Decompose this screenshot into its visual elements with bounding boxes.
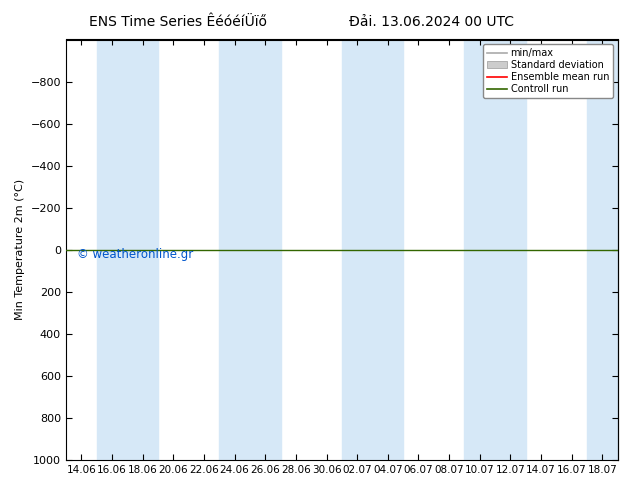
Bar bbox=[587, 40, 618, 460]
Text: ENS Time Series ÊéóéíÜïő: ENS Time Series ÊéóéíÜïő bbox=[89, 15, 266, 29]
Bar bbox=[96, 40, 158, 460]
Text: © weatheronline.gr: © weatheronline.gr bbox=[77, 248, 193, 261]
Legend: min/max, Standard deviation, Ensemble mean run, Controll run: min/max, Standard deviation, Ensemble me… bbox=[483, 45, 613, 98]
Bar bbox=[219, 40, 280, 460]
Y-axis label: Min Temperature 2m (°C): Min Temperature 2m (°C) bbox=[15, 179, 25, 320]
Text: Đải. 13.06.2024 00 UTC: Đải. 13.06.2024 00 UTC bbox=[349, 15, 514, 29]
Bar bbox=[465, 40, 526, 460]
Bar bbox=[342, 40, 403, 460]
